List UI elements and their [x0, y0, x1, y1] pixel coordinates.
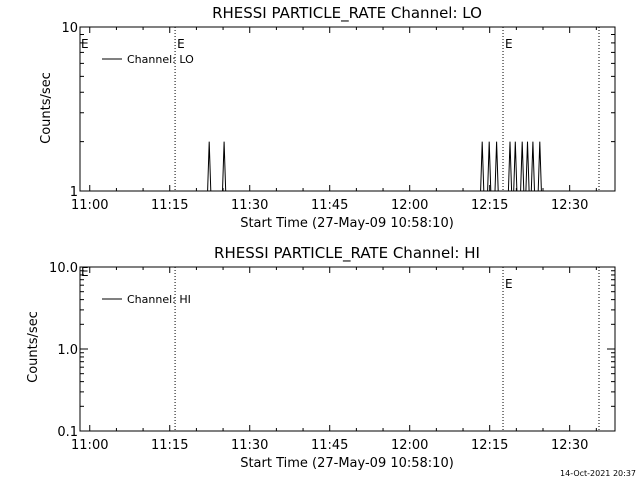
y-tick-label: 10.0	[49, 261, 78, 276]
event-marker-label: E	[505, 277, 513, 291]
legend-label: Channel: HI	[127, 293, 191, 306]
x-tick-label: 11:45	[311, 198, 348, 213]
x-tick-label: 11:15	[151, 438, 188, 453]
edge-marker-label: E	[81, 37, 89, 51]
chart-title: RHESSI PARTICLE_RATE Channel: LO	[212, 4, 482, 23]
x-tick-label: 12:30	[551, 438, 588, 453]
x-tick-label: 12:00	[391, 198, 428, 213]
legend-label: Channel: LO	[127, 53, 194, 66]
chart-title: RHESSI PARTICLE_RATE Channel: HI	[214, 244, 480, 263]
panel-lo: RHESSI PARTICLE_RATE Channel: LO Start T…	[39, 4, 616, 231]
event-marker-label: E	[177, 37, 185, 51]
footer-timestamp: 14-Oct-2021 20:37	[560, 469, 636, 478]
x-tick-label: 11:00	[71, 198, 108, 213]
y-axis-label: Counts/sec	[26, 311, 41, 383]
x-tick-label: 11:15	[151, 198, 188, 213]
y-tick-label: 10	[61, 21, 78, 36]
x-tick-label: 11:30	[231, 198, 268, 213]
event-marker-label: E	[505, 37, 513, 51]
y-axis-label: Counts/sec	[39, 72, 54, 144]
edge-marker-label: E	[81, 265, 89, 279]
x-axis-label: Start Time (27-May-09 10:58:10)	[240, 456, 454, 471]
x-tick-label: 12:15	[471, 198, 508, 213]
panel-hi: RHESSI PARTICLE_RATE Channel: HI Start T…	[26, 244, 616, 471]
x-tick-label: 12:00	[391, 438, 428, 453]
y-tick-label: 1.0	[57, 343, 78, 358]
y-tick-label: 0.1	[57, 425, 78, 440]
plot-frame	[79, 266, 616, 432]
plot-frame	[79, 26, 616, 192]
x-tick-label: 11:30	[231, 438, 268, 453]
series-line	[80, 141, 615, 192]
x-tick-label: 11:45	[311, 438, 348, 453]
x-tick-label: 12:15	[471, 438, 508, 453]
y-tick-label: 1	[70, 185, 78, 200]
x-axis-label: Start Time (27-May-09 10:58:10)	[240, 216, 454, 231]
x-tick-label: 11:00	[71, 438, 108, 453]
x-tick-label: 12:30	[551, 198, 588, 213]
